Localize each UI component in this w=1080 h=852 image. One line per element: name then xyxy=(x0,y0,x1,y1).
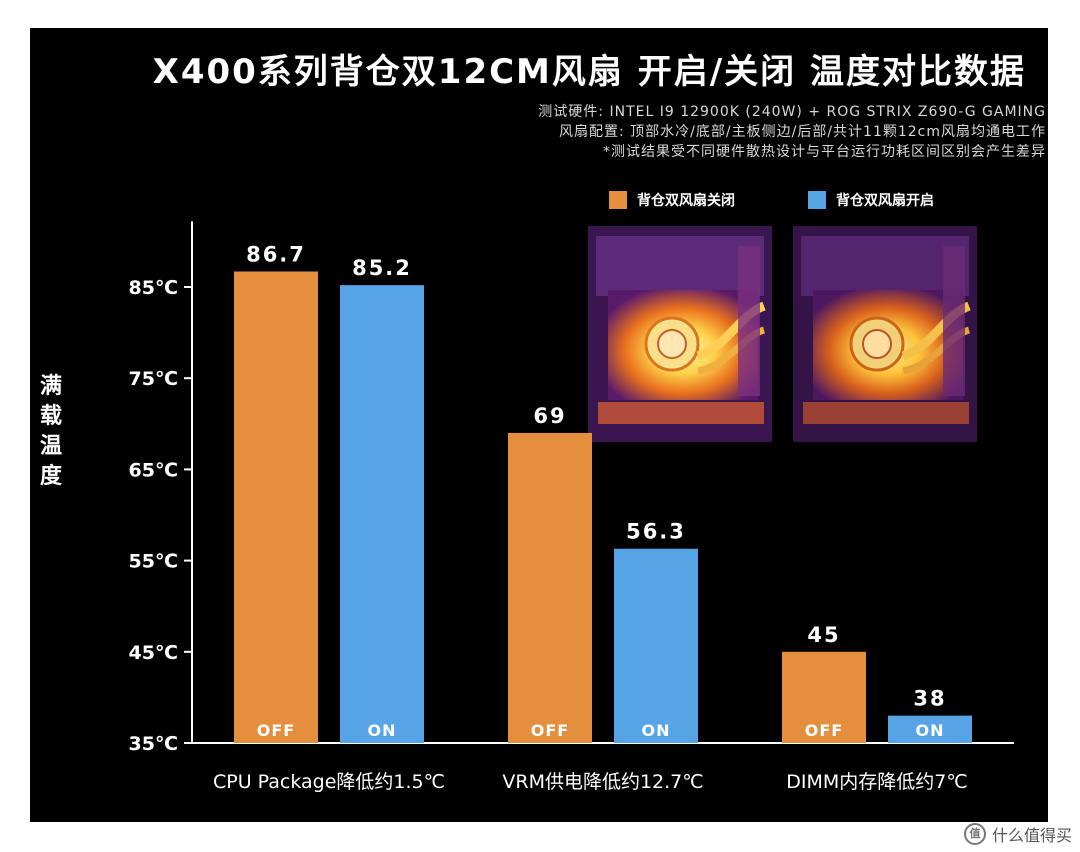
legend-swatch-off xyxy=(609,191,627,209)
watermark-text: 什么值得买 xyxy=(991,826,1072,845)
bar-value-label: 56.3 xyxy=(626,520,686,544)
legend-item-off: 背仓双风扇关闭 xyxy=(609,190,735,210)
thermal-image-fans-off xyxy=(588,226,772,442)
thermal-image-fans-on xyxy=(793,226,977,442)
x-category-label: CPU Package降低约1.5℃ xyxy=(213,771,445,793)
y-tick-label: 75℃ xyxy=(129,368,178,390)
legend-swatch-on xyxy=(808,191,826,209)
bar-state-label: ON xyxy=(916,721,945,740)
bar-on xyxy=(614,548,698,743)
chart-title: X400系列背仓双12CM风扇 开启/关闭 温度对比数据 xyxy=(152,52,1026,92)
bar-value-label: 85.2 xyxy=(352,256,412,280)
legend-item-on: 背仓双风扇开启 xyxy=(808,190,934,210)
zhi-icon: 值 xyxy=(963,823,986,845)
bar-on xyxy=(340,285,424,743)
bar-state-label: ON xyxy=(642,721,671,740)
bar-value-label: 38 xyxy=(913,687,946,711)
x-category-label: VRM供电降低约12.7℃ xyxy=(502,771,703,793)
bar-value-label: 45 xyxy=(807,623,840,647)
bar-value-label: 86.7 xyxy=(246,242,306,266)
bar-state-label: OFF xyxy=(531,721,569,740)
bar-off xyxy=(234,271,318,743)
y-tick-label: 65℃ xyxy=(129,459,178,481)
bar-state-label: ON xyxy=(368,721,397,740)
bar-off xyxy=(782,651,866,743)
y-tick-label: 85℃ xyxy=(129,277,178,299)
fan-config-note: 风扇配置: 顶部水冷/底部/主板侧边/后部/共计11颗12cm风扇均通电工作 xyxy=(559,124,1046,140)
bar-on xyxy=(888,715,972,743)
bar-value-label: 69 xyxy=(533,404,566,428)
bar-off xyxy=(508,432,592,743)
disclaimer-note: *测试结果受不同硬件散热设计与平台运行功耗区间区别会产生差异 xyxy=(603,144,1046,160)
y-tick-label: 35℃ xyxy=(129,733,178,755)
y-tick-label: 45℃ xyxy=(129,642,178,664)
bar-state-label: OFF xyxy=(257,721,295,740)
y-tick-label: 55℃ xyxy=(129,551,178,573)
x-category-label: DIMM内存降低约7℃ xyxy=(786,771,967,793)
legend-label-off: 背仓双风扇关闭 xyxy=(637,193,735,209)
watermark: 值 什么值得买 xyxy=(963,822,1072,846)
legend-label-on: 背仓双风扇开启 xyxy=(836,193,934,209)
bar-state-label: OFF xyxy=(805,721,843,740)
test-hardware-note: 测试硬件: INTEL I9 12900K (240W) + ROG STRIX… xyxy=(538,104,1046,120)
y-axis-label: 满载温度 xyxy=(39,374,62,489)
